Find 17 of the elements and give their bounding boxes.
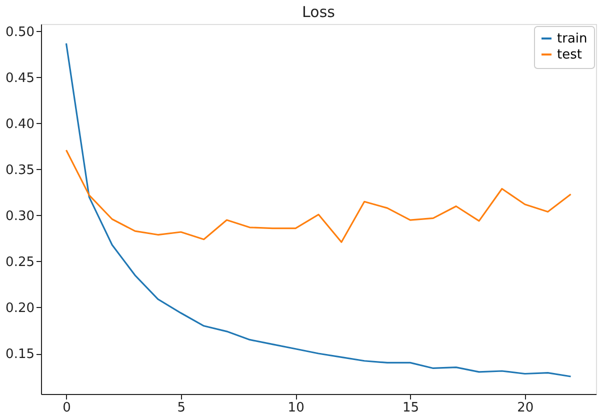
legend-label: test xyxy=(557,48,582,62)
line-series xyxy=(65,149,572,243)
chart-title: Loss xyxy=(302,3,336,21)
y-tick-label: 0.40 xyxy=(6,116,34,132)
y-tick-label: 0.25 xyxy=(6,254,34,270)
y-tick-label: 0.45 xyxy=(6,70,34,86)
x-tick-label: 0 xyxy=(62,400,71,416)
y-tick-label: 0.15 xyxy=(6,347,34,362)
y-tick-label: 0.35 xyxy=(6,162,34,178)
y-tick-label: 0.30 xyxy=(6,208,34,224)
x-tick-label: 5 xyxy=(177,400,186,416)
x-tick-label: 10 xyxy=(288,400,304,416)
x-tick-label: 15 xyxy=(402,400,420,416)
legend-label: train xyxy=(557,32,588,46)
y-tick-label: 0.20 xyxy=(6,300,34,316)
x-tick-label: 20 xyxy=(517,400,534,416)
y-tick-label: 0.50 xyxy=(6,24,34,40)
